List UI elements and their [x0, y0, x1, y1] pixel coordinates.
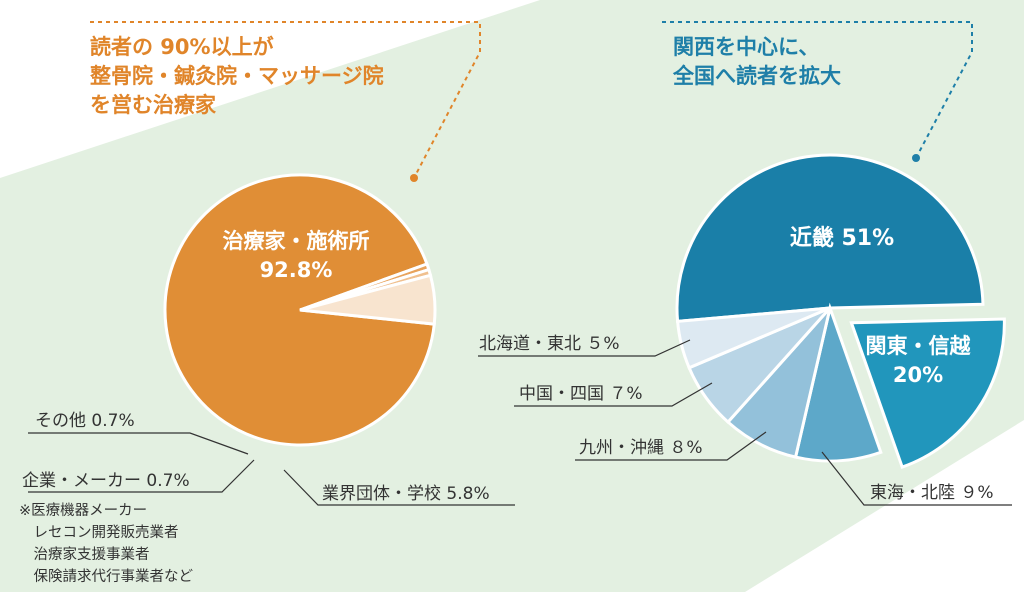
company-footnote: ※医療機器メーカー レセコン開発販売業者 治療家支援事業者 保険請求代行事業者な…: [19, 503, 193, 585]
left-callout-leader: [90, 21, 481, 182]
value-clinics: 92.8%: [260, 258, 333, 282]
slice-関東-信越: [849, 317, 1006, 469]
leader-other: [28, 432, 249, 455]
label-kyushu: 九州・沖縄 ８%: [579, 438, 703, 458]
label-hokkaido: 北海道・東北 ５%: [479, 334, 620, 354]
leader-association: [283, 469, 515, 506]
leader-tokai: [821, 451, 1012, 506]
leader-hokkaido: [478, 339, 691, 357]
left-leader-dot: [410, 174, 418, 182]
slice-治療家-施術所: [163, 173, 436, 447]
slice-近畿: [675, 153, 985, 323]
slice-北海道-東北: [675, 306, 831, 370]
label-tokai: 東海・北陸 ９%: [870, 483, 994, 503]
slice-業界団体-学校: [299, 273, 437, 326]
left-callout-text: 読者の 90%以上が 整骨院・鍼灸院・マッサージ院 を営む治療家: [90, 35, 384, 117]
leader-company: [28, 459, 255, 493]
occupation-pie-chart: [163, 173, 437, 447]
label-chugoku: 中国・四国 ７%: [519, 384, 643, 404]
region-pie-chart: [675, 153, 1006, 469]
label-kanto: 関東・信越: [866, 334, 972, 358]
right-callout-text: 関西を中心に、 全国へ読者を拡大: [673, 35, 841, 88]
slice-東海-北陸: [793, 302, 883, 463]
right-callout-leader: [662, 21, 973, 162]
right-leader-dot: [912, 154, 920, 162]
right-leader-line: [662, 21, 973, 159]
label-association: 業界団体・学校 5.8%: [322, 484, 490, 504]
label-kinki: 近畿 51%: [790, 225, 894, 251]
value-kanto: 20%: [893, 363, 943, 387]
leader-chugoku: [514, 382, 713, 407]
label-other: その他 0.7%: [35, 411, 135, 431]
leader-kyushu: [575, 431, 767, 461]
left-leader-lines: [28, 432, 515, 506]
right-leader-lines: [478, 339, 1012, 506]
left-leader-line: [90, 21, 481, 179]
label-clinics: 治療家・施術所: [223, 229, 370, 253]
label-company: 企業・メーカー 0.7%: [22, 471, 190, 491]
